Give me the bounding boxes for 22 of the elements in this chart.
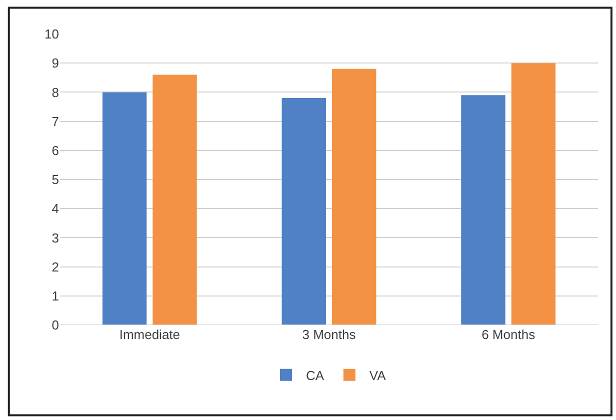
x-tick-label: Immediate bbox=[119, 327, 180, 342]
bar bbox=[461, 95, 506, 325]
y-tick-label: 3 bbox=[52, 230, 59, 246]
legend-label: VA bbox=[369, 368, 386, 383]
bar bbox=[282, 98, 326, 325]
y-tick-label: 0 bbox=[52, 318, 59, 333]
x-tick-label: 3 Months bbox=[302, 327, 356, 342]
y-tick-label: 7 bbox=[52, 114, 59, 129]
bar bbox=[102, 92, 147, 325]
y-tick-label: 5 bbox=[52, 172, 59, 188]
y-tick-label: 8 bbox=[52, 84, 59, 100]
bar bbox=[152, 74, 197, 325]
x-tick-label: 6 Months bbox=[482, 327, 536, 342]
y-tick-label: 6 bbox=[52, 142, 59, 158]
bar bbox=[511, 63, 556, 325]
y-tick-label: 1 bbox=[52, 288, 59, 304]
y-tick-label: 4 bbox=[52, 201, 59, 216]
y-tick-label: 10 bbox=[44, 26, 59, 42]
y-tick-label: 2 bbox=[52, 259, 59, 274]
legend-label: CA bbox=[306, 368, 324, 383]
y-tick-label: 9 bbox=[52, 56, 59, 71]
bar bbox=[332, 68, 376, 325]
